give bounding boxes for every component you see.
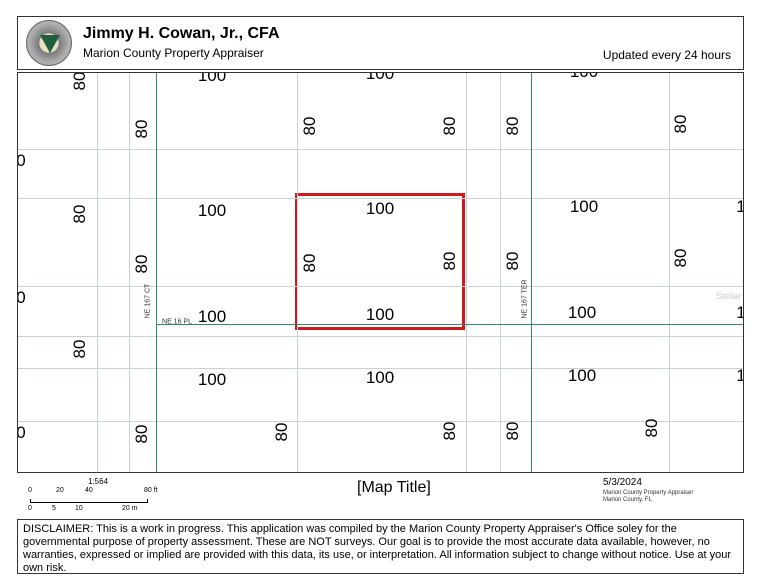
dimension-label: 100 [365,368,395,387]
dimension-label: 1 [736,366,743,386]
parcel-line [500,73,501,472]
office-name: Marion County Property Appraiser [83,46,264,60]
dimension-label: 80 [440,421,459,441]
parcel-line [18,149,743,150]
dimension-label: 80 [440,116,459,136]
dimension-label: 100 [365,72,395,83]
dimension-label: 80 [70,204,89,224]
dimension-label: 100 [567,303,597,322]
scale-tick: 0 [28,487,32,494]
dimension-label: 80 [503,116,522,136]
dimension-label: 80 [671,114,690,134]
street-label: NE 167 TER [521,279,529,319]
dimension-label: 80 [642,418,661,438]
scale-tick: 40 [85,487,93,494]
dimension-label: 100 [365,199,395,218]
dimension-label: 100 [567,366,597,385]
parcel-line [297,73,298,472]
parcel-line [18,286,743,287]
dimension-label: 100 [365,305,395,324]
dimension-label: 100 [570,73,598,82]
parcel-line [18,336,743,337]
dimension-label: 80 [300,116,319,136]
scale-tick: 5 [52,505,56,512]
road-centerline [156,73,157,472]
dimension-label: 80 [70,339,89,359]
header: Jimmy H. Cowan, Jr., CFA Marion County P… [17,16,744,70]
dimension-label: 80 [300,253,319,273]
parcel-map[interactable]: 1001001008080808080800801001001001808080… [17,72,744,473]
dimension-label: 1 [736,197,743,217]
dimension-label: 100 [197,72,227,85]
dimension-label: 80 [132,254,151,274]
road-centerline [531,73,532,472]
appraiser-name: Jimmy H. Cowan, Jr., CFA [83,25,280,42]
parcel-line [669,73,670,472]
parcel-line [18,368,743,369]
dimension-label: 100 [197,370,227,389]
dimension-label: 100 [197,307,227,326]
parcel-line [97,73,98,472]
watermark: Stellar MLS [715,291,743,301]
street-label: NE 167 CT [144,283,152,319]
scale-tick: 0 [28,505,32,512]
map-title: [Map Title] [357,479,431,496]
source-line: Marion County Property Appraiser [603,490,694,496]
dimension-label: 80 [132,119,151,139]
dimension-label: 80 [272,422,291,442]
dimension-label: 80 [503,421,522,441]
dimension-label: 80 [70,72,89,91]
dimension-label: 80 [440,251,459,271]
map-footer: 1:564 0 20 40 80 ft 0 5 10 20 m [0,474,761,518]
dimension-label: 0 [17,288,26,307]
dimension-label: 80 [503,251,522,271]
dimension-label: 80 [132,424,151,444]
scale-bar [30,499,148,503]
scale-tick: 20 [56,487,64,494]
dimension-label: 100 [569,197,599,216]
dimension-label: 100 [197,201,227,220]
property-appraiser-logo [26,20,72,66]
parcel-line [18,421,743,422]
selected-parcel[interactable] [295,193,465,330]
scale-tick: 80 ft [144,487,158,494]
disclaimer: DISCLAIMER: This is a work in progress. … [17,519,744,574]
parcel-line [129,73,130,472]
dimension-label: 0 [17,423,26,442]
parcel-line [466,73,467,472]
update-note: Updated every 24 hours [602,48,731,62]
map-date: 5/3/2024 [603,477,642,488]
scale-tick: 10 [75,505,83,512]
dimension-label: 0 [17,151,26,170]
dimension-label: 80 [671,248,690,268]
dimension-label: 1 [736,303,743,323]
parcel-line [18,198,743,199]
scale-ratio: 1:564 [88,477,109,486]
road-centerline [156,324,743,325]
street-label: NE 16 PL [162,318,192,326]
scale-tick: 20 m [122,505,138,512]
source-line: Marion County, FL [603,497,652,503]
